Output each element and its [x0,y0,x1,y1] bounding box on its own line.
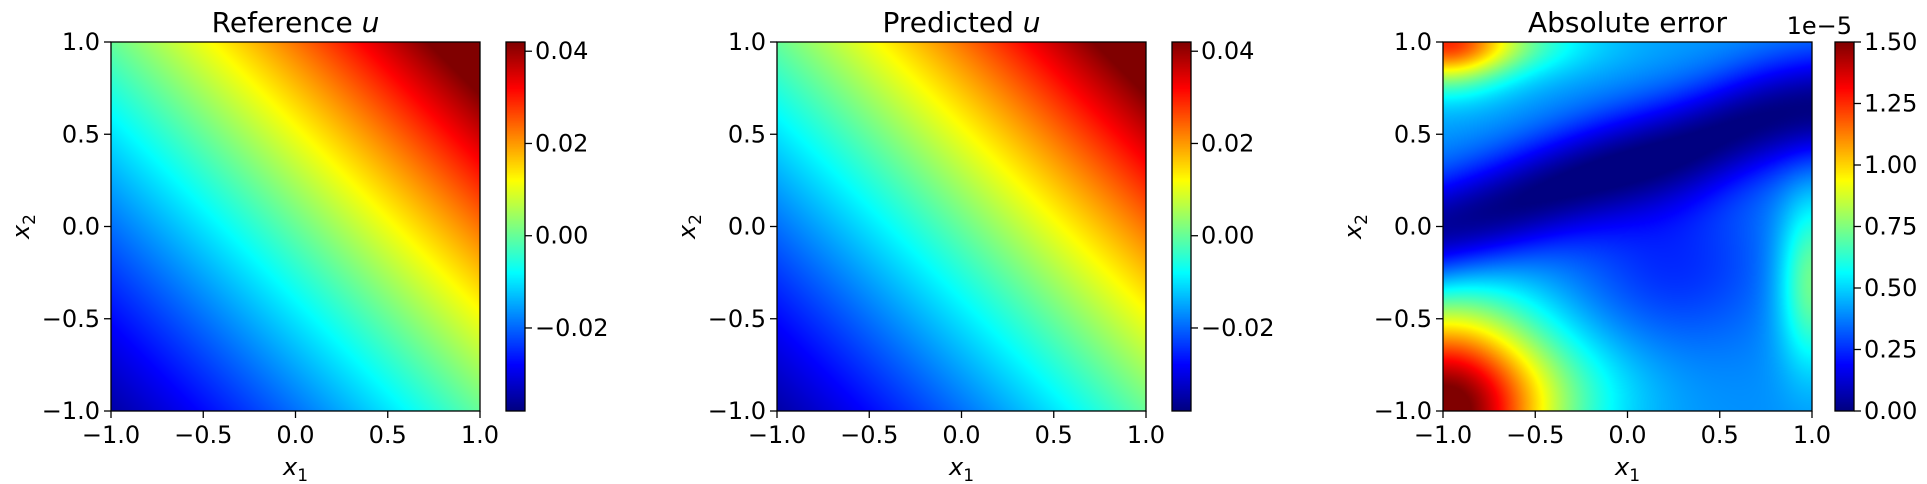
chart-title-variable: u [362,6,380,39]
colorbar-tick-label: 1.25 [1864,90,1917,118]
colorbar-tick-label: −0.02 [535,314,609,342]
chart-title: Absolute error [1528,6,1728,39]
colorbar-tick-label: 1.50 [1864,28,1917,56]
colorbar-2 [1172,42,1191,411]
colorbar-tick-label: 0.04 [1201,37,1254,65]
x-axis-label: x1 [282,453,308,484]
colorbar-frame [1834,41,1855,412]
x-axis-label-subscript: 1 [1629,466,1640,484]
y-tick-label: 0.5 [1394,120,1432,148]
x-tick-label: 0.5 [369,421,407,449]
x-tick-label: 1.0 [1793,421,1831,449]
y-tick-label: −1.0 [708,397,766,425]
chart-title-variable: u [1023,6,1041,39]
y-tick-label: −1.0 [42,397,100,425]
colorbar-frame [1171,41,1192,412]
colorbar-tick-label: 0.00 [1864,397,1917,425]
heatmap-2 [777,42,1146,411]
y-axis-label: x2 [7,214,40,240]
heatmap-3 [1443,42,1812,411]
x-axis-label-subscript: 1 [963,466,974,484]
colorbar-tick-label: 0.50 [1864,274,1917,302]
y-tick-label: 1.0 [1394,28,1432,56]
y-tick-label: −1.0 [1374,397,1432,425]
y-tick-label: −0.5 [1374,305,1432,333]
y-axis-label-var: x [1339,224,1367,240]
y-tick-label: 0.0 [728,213,766,241]
x-tick-label: −0.5 [1506,421,1564,449]
y-axis-label-subscript: 2 [686,214,706,225]
chart-title-text: Predicted [882,6,1013,39]
x-tick-label: −1.0 [748,421,806,449]
y-tick-label: 0.5 [728,120,766,148]
x-axis-label-var: x [948,453,964,481]
x-tick-label: −0.5 [840,421,898,449]
chart-title-text: Absolute error [1528,6,1728,39]
x-tick-label: 1.0 [1127,421,1165,449]
x-tick-label: 1.0 [461,421,499,449]
x-axis-label-var: x [282,453,298,481]
colorbar-tick-label: −0.02 [1201,314,1275,342]
y-axis-label: x2 [673,214,706,240]
x-tick-label: 0.5 [1035,421,1073,449]
y-axis-label-var: x [673,224,701,240]
y-tick-label: 1.0 [728,28,766,56]
x-tick-label: 0.5 [1701,421,1739,449]
chart-title: Reference u [212,6,380,39]
x-axis-label-var: x [1614,453,1630,481]
colorbar-1 [506,42,525,411]
y-axis-label-var: x [7,224,35,240]
colorbar-frame [505,41,526,412]
y-tick-label: 0.0 [62,213,100,241]
colorbar-tick-label: 0.04 [535,37,588,65]
colorbar-tick-label: 0.00 [1201,222,1254,250]
x-axis-label: x1 [948,453,974,484]
y-tick-label: 0.5 [62,120,100,148]
y-axis-label: x2 [1339,214,1372,240]
x-tick-label: −1.0 [82,421,140,449]
colorbar-offset-label: 1e−5 [1787,12,1852,40]
x-axis-label: x1 [1614,453,1640,484]
x-tick-label: 0.0 [276,421,314,449]
heatmap-1 [111,42,480,411]
colorbar-tick-label: 0.75 [1864,213,1917,241]
x-axis-label-subscript: 1 [297,466,308,484]
colorbar-tick-label: 0.25 [1864,336,1917,364]
colorbar-tick-label: 0.02 [535,129,588,157]
colorbar-3 [1835,42,1854,411]
y-tick-label: −0.5 [708,305,766,333]
y-axis-label-subscript: 2 [20,214,40,225]
plot-frame [110,41,481,412]
plot-frame [776,41,1147,412]
colorbar-tick-label: 1.00 [1864,151,1917,179]
colorbar-tick-label: 0.02 [1201,129,1254,157]
colorbar-tick-label: 0.00 [535,222,588,250]
x-tick-label: −0.5 [174,421,232,449]
x-tick-label: 0.0 [1608,421,1646,449]
y-tick-label: −0.5 [42,305,100,333]
x-tick-label: −1.0 [1414,421,1472,449]
chart-title-text: Reference [212,6,353,39]
plot-frame [1442,41,1813,412]
chart-title: Predicted u [882,6,1040,39]
y-axis-label-subscript: 2 [1352,214,1372,225]
y-tick-label: 0.0 [1394,213,1432,241]
x-tick-label: 0.0 [942,421,980,449]
y-tick-label: 1.0 [62,28,100,56]
